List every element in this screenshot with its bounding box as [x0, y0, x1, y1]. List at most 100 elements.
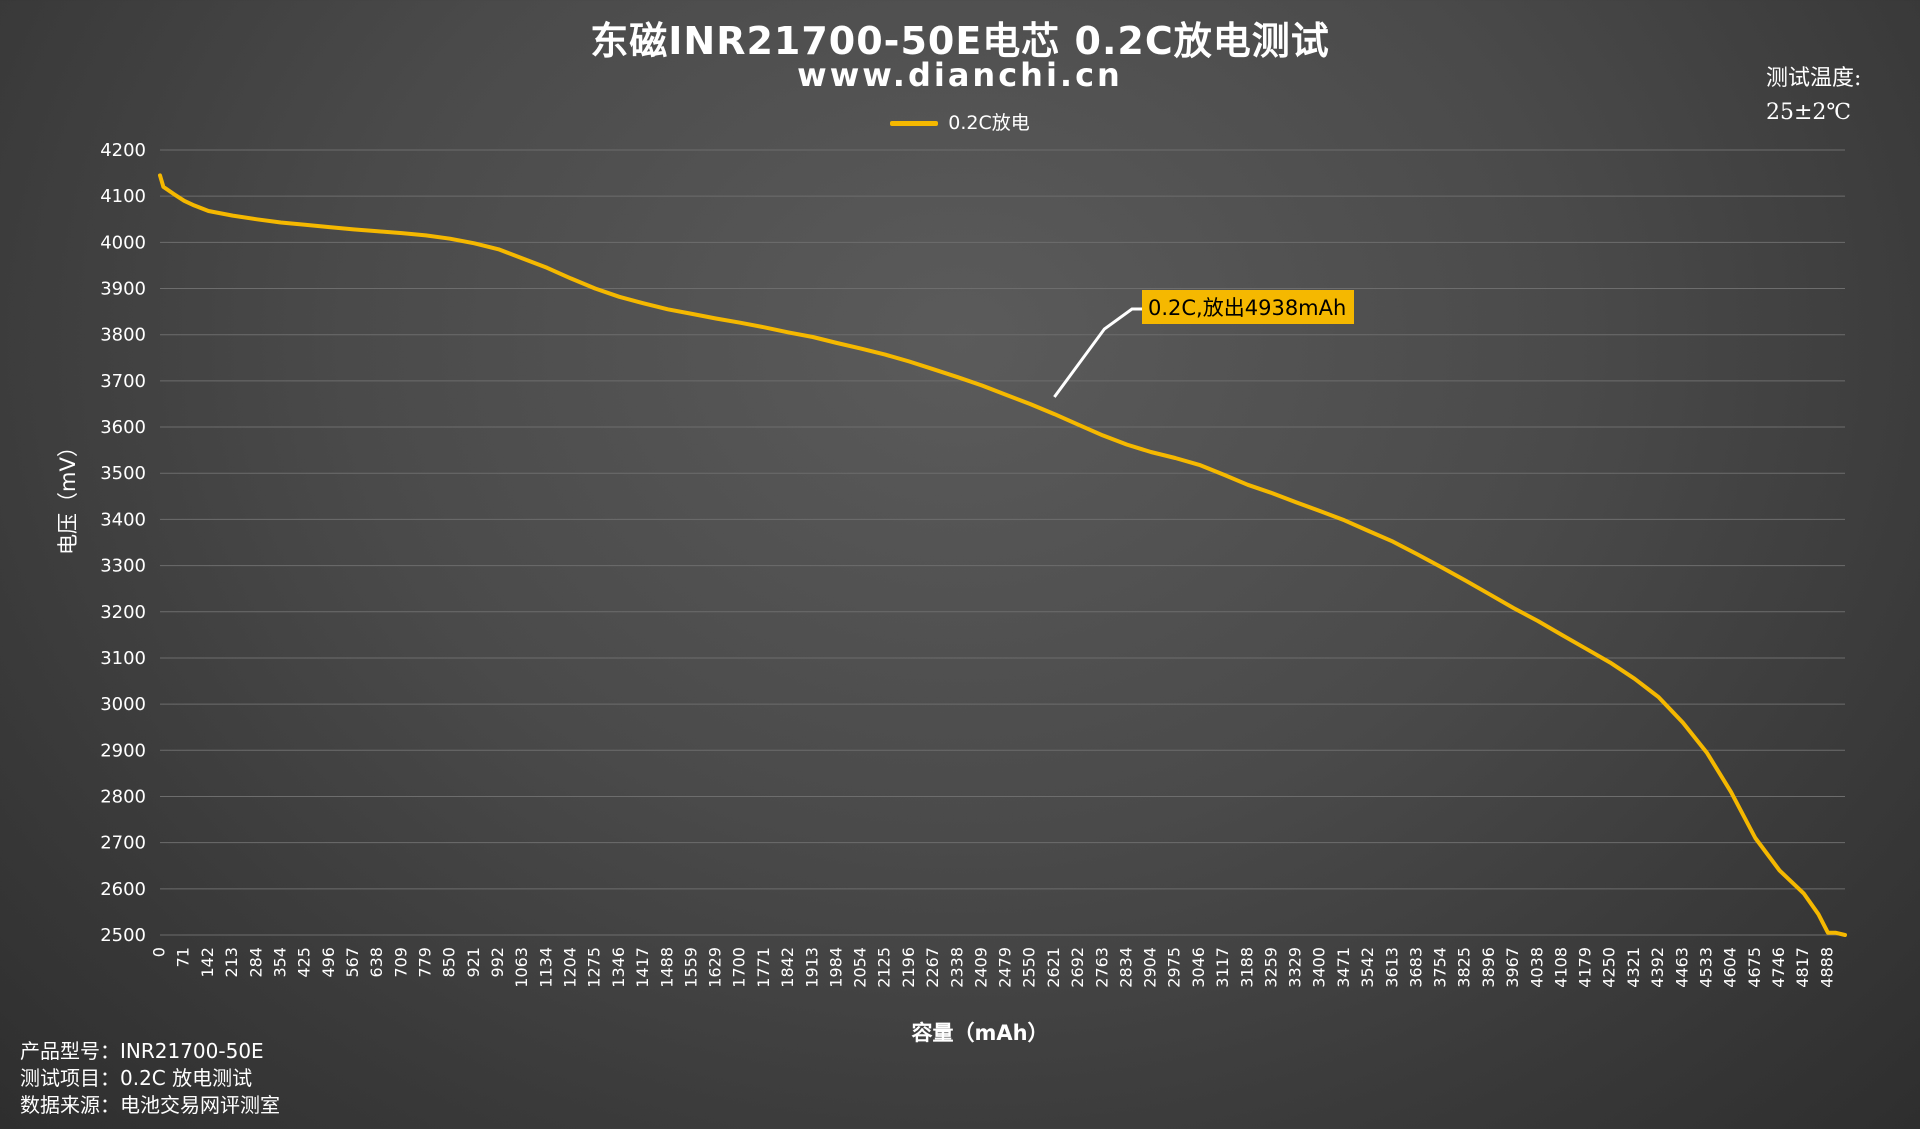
x-tick-label: 2409: [972, 947, 991, 988]
y-tick-label: 3000: [100, 694, 146, 715]
y-tick-label: 3800: [100, 325, 146, 346]
x-tick-label: 4038: [1527, 947, 1546, 988]
y-tick-label: 3400: [100, 509, 146, 530]
x-tick-label: 142: [198, 947, 217, 978]
y-tick-label: 3900: [100, 279, 146, 300]
x-tick-label: 2975: [1165, 947, 1184, 988]
test-temperature: 测试温度: 25±2℃: [1766, 62, 1861, 130]
y-tick-label: 3200: [100, 602, 146, 623]
x-tick-label: 4250: [1600, 947, 1619, 988]
x-tick-label: 1417: [633, 947, 652, 988]
x-tick-label: 3967: [1503, 947, 1522, 988]
x-tick-label: 1346: [609, 947, 628, 988]
info-data-source: 数据来源：电池交易网评测室: [20, 1093, 280, 1117]
x-tick-label: 1559: [681, 947, 700, 988]
x-tick-label: 2763: [1092, 947, 1111, 988]
x-tick-label: 2338: [947, 947, 966, 988]
chart-legend: 0.2C放电: [0, 108, 1920, 135]
x-tick-label: 2196: [899, 947, 918, 988]
y-tick-label: 3100: [100, 648, 146, 669]
x-tick-label: 2692: [1068, 947, 1087, 988]
x-tick-label: 3046: [1189, 947, 1208, 988]
x-tick-label: 1275: [585, 947, 604, 988]
x-tick-label: 1984: [827, 947, 846, 988]
x-tick-label: 354: [270, 947, 289, 978]
x-tick-label: 2834: [1117, 947, 1136, 988]
x-axis-ticks: 0 71 142 213 284 354 425 496 567 638 709 779 850 921 9…: [150, 947, 1837, 988]
legend-label: 0.2C放电: [948, 112, 1030, 134]
x-tick-label: 3896: [1479, 947, 1498, 988]
info-product-model: 产品型号：INR21700-50E: [20, 1039, 264, 1063]
x-tick-label: 284: [246, 947, 265, 978]
x-tick-label: 709: [391, 947, 410, 978]
y-tick-label: 3300: [100, 556, 146, 577]
info-block: 产品型号：INR21700-50E 测试项目：0.2C 放电测试 数据来源：电池…: [20, 1038, 280, 1119]
x-tick-label: 921: [464, 947, 483, 978]
y-tick-label: 2800: [100, 786, 146, 807]
x-tick-label: 0: [150, 947, 169, 957]
annotation-box: [1142, 290, 1354, 324]
x-axis-label: 容量（mAh）: [911, 1021, 1049, 1045]
x-tick-label: 3683: [1406, 947, 1425, 988]
x-tick-label: 2125: [875, 947, 894, 988]
x-tick-label: 3542: [1358, 947, 1377, 988]
x-tick-label: 4746: [1769, 947, 1788, 988]
y-tick-label: 2600: [100, 879, 146, 900]
x-tick-label: 4533: [1696, 947, 1715, 988]
x-tick-label: 4392: [1648, 947, 1667, 988]
y-tick-label: 4000: [100, 232, 146, 253]
y-tick-label: 4100: [100, 186, 146, 207]
y-tick-label: 4200: [100, 140, 146, 161]
x-tick-label: 3259: [1262, 947, 1281, 988]
y-tick-label: 3700: [100, 371, 146, 392]
x-tick-label: 1629: [705, 947, 724, 988]
x-tick-label: 3825: [1455, 947, 1474, 988]
info-test-item: 测试项目：0.2C 放电测试: [20, 1066, 253, 1090]
x-tick-label: 1488: [657, 947, 676, 988]
y-tick-label: 2700: [100, 833, 146, 854]
y-tick-label: 2500: [100, 925, 146, 946]
x-tick-label: 71: [174, 947, 193, 967]
y-axis-label: 电压（mV）: [56, 436, 80, 555]
x-tick-label: 4888: [1817, 947, 1836, 988]
x-tick-label: 3613: [1382, 947, 1401, 988]
x-tick-label: 1913: [802, 947, 821, 988]
x-tick-label: 992: [488, 947, 507, 978]
y-axis-ticks: 4200 4100 4000 3900 3800 3700 3600 3500 3400 3300…: [100, 140, 146, 946]
y-tick-label: 2900: [100, 740, 146, 761]
chart-title: 东磁INR21700-50E电芯 0.2C放电测试: [590, 19, 1330, 63]
chart-subtitle: www.dianchi.cn: [797, 56, 1123, 94]
x-tick-label: 3471: [1334, 947, 1353, 988]
x-tick-label: 779: [415, 947, 434, 978]
x-tick-label: 3754: [1430, 947, 1449, 988]
y-tick-label: 3600: [100, 417, 146, 438]
x-tick-label: 4321: [1624, 947, 1643, 988]
x-tick-label: 1134: [536, 947, 555, 988]
x-tick-label: 2054: [850, 947, 869, 988]
annotation-leader-line: [1053, 307, 1142, 398]
x-tick-label: 425: [295, 947, 314, 978]
temperature-value: 25±2℃: [1766, 100, 1852, 125]
x-tick-label: 1204: [560, 947, 579, 988]
grid-layer: [160, 149, 1845, 936]
x-tick-label: 3188: [1237, 947, 1256, 988]
x-tick-label: 496: [319, 947, 338, 978]
y-tick-label: 3500: [100, 463, 146, 484]
x-tick-label: 3329: [1285, 947, 1304, 988]
x-tick-label: 3400: [1310, 947, 1329, 988]
x-tick-label: 638: [367, 947, 386, 978]
series-layer: [158, 173, 1847, 937]
annotation-layer: 0.2C,放出4938mAh: [1053, 290, 1354, 398]
x-tick-label: 1700: [730, 947, 749, 988]
series-line: [158, 173, 1847, 937]
x-tick-label: 567: [343, 947, 362, 978]
x-tick-label: 213: [222, 947, 241, 978]
x-tick-label: 850: [440, 947, 459, 978]
x-tick-label: 2550: [1020, 947, 1039, 988]
x-tick-label: 4463: [1672, 947, 1691, 988]
temperature-label: 测试温度:: [1766, 66, 1862, 91]
x-tick-label: 4817: [1793, 947, 1812, 988]
x-tick-label: 2479: [995, 947, 1014, 988]
x-tick-label: 1063: [512, 947, 531, 988]
